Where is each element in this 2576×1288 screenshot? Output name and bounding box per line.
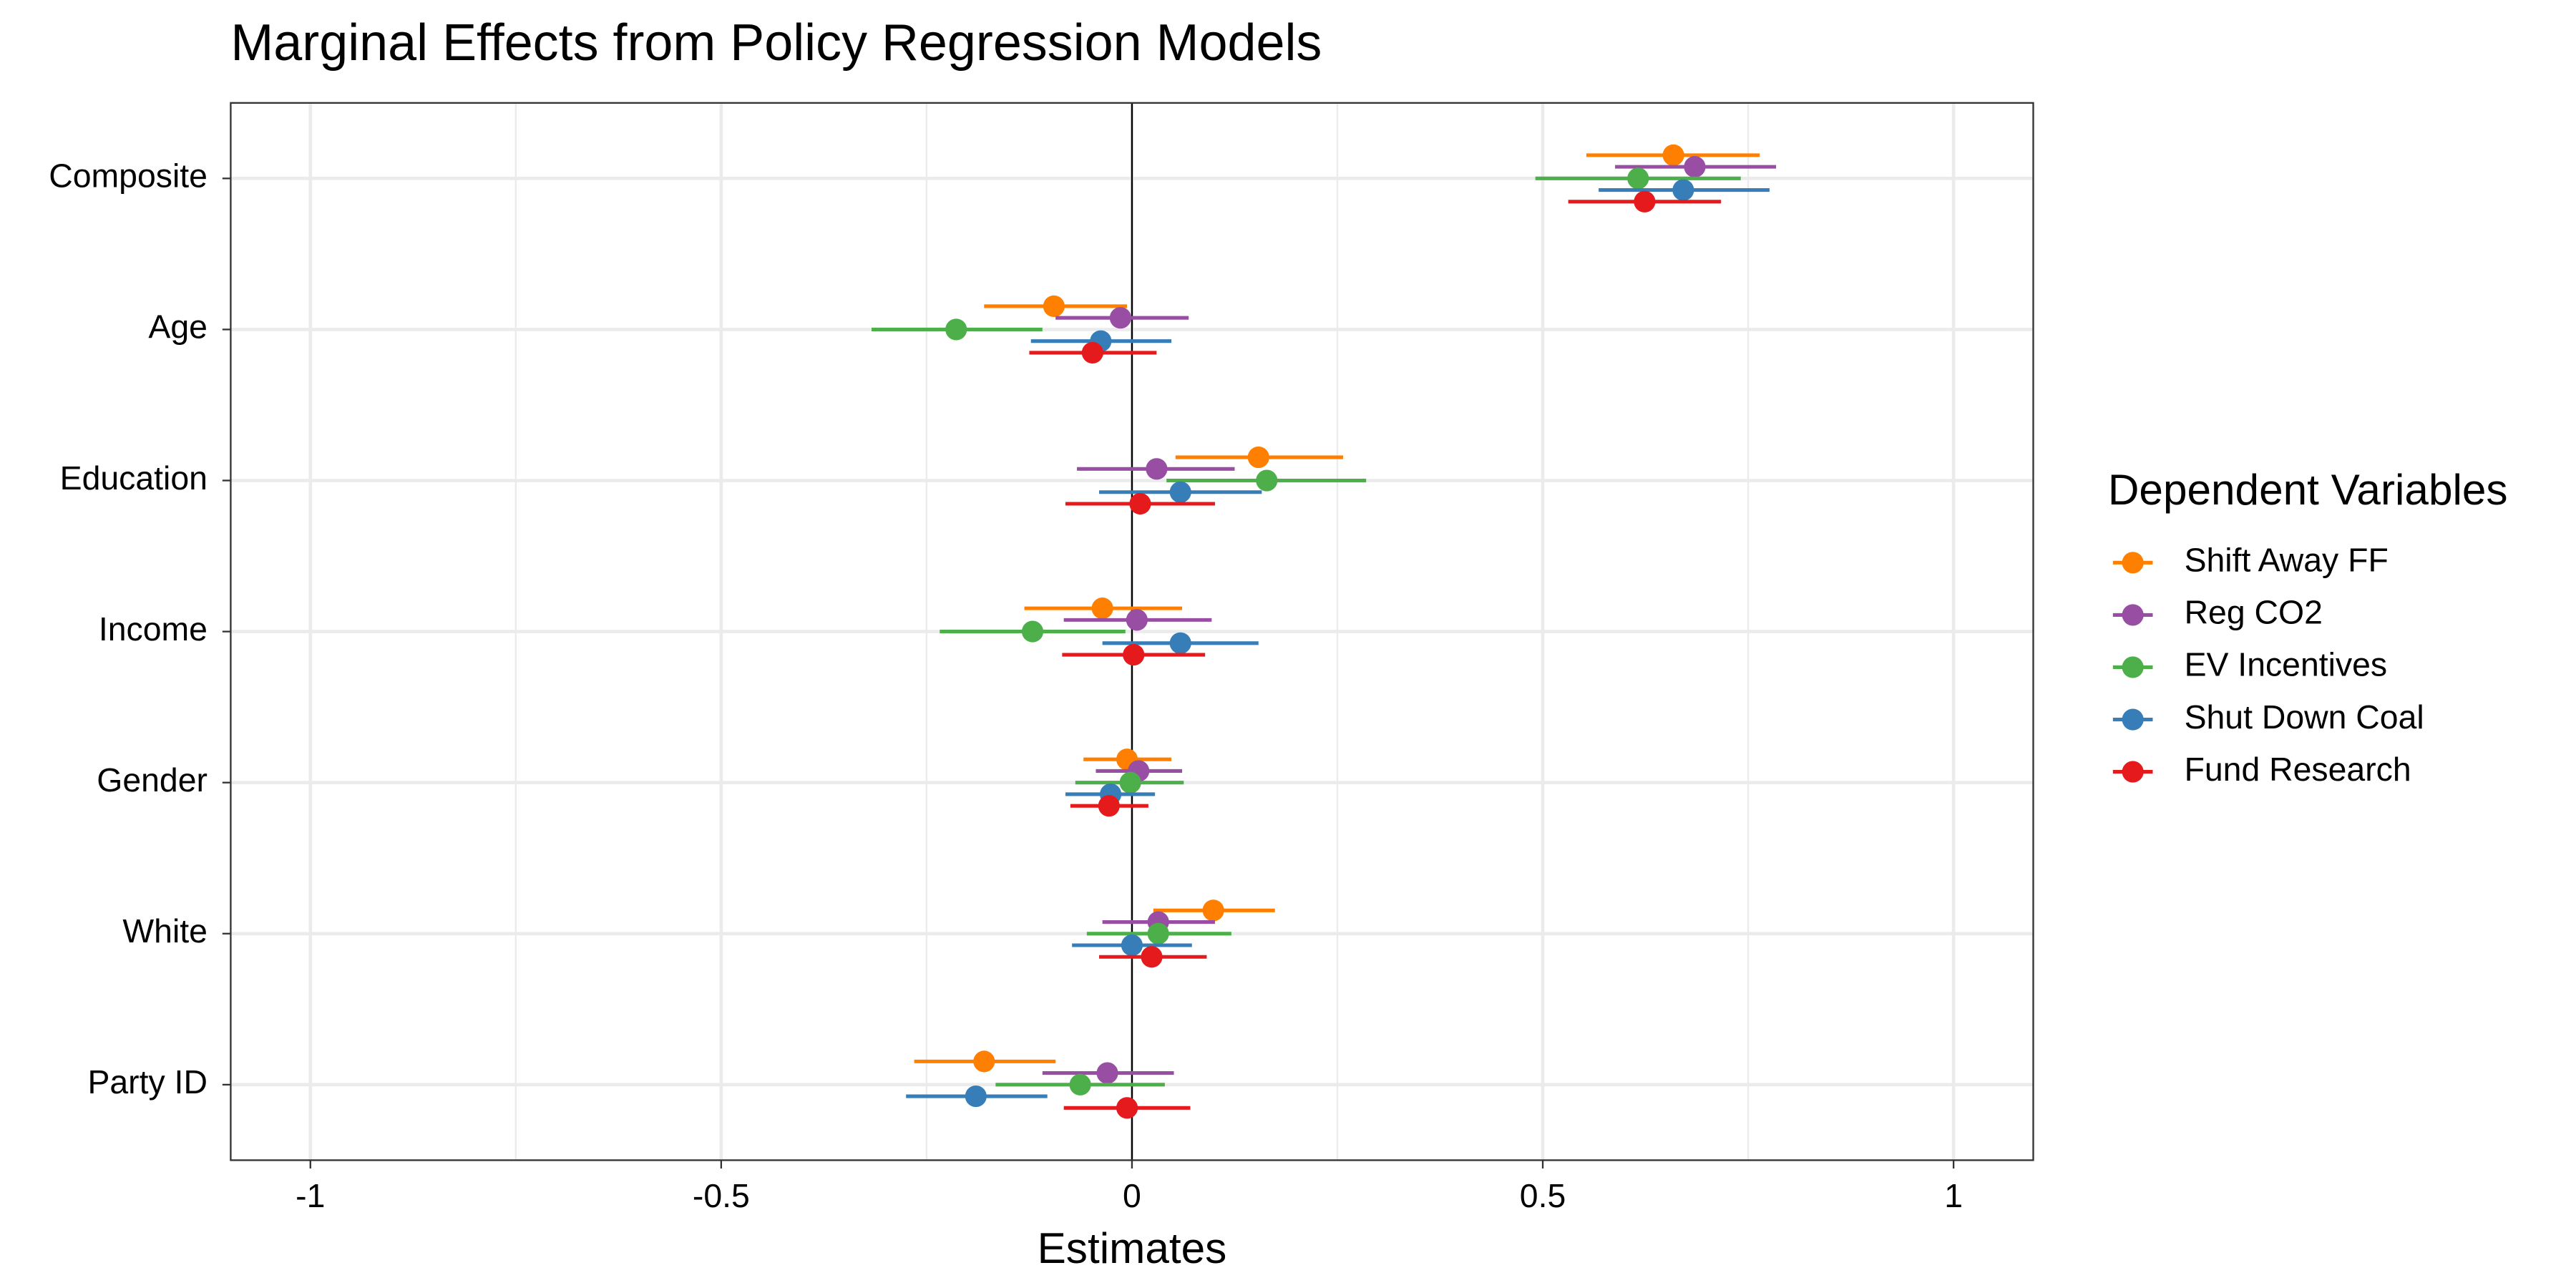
point [965,1085,987,1108]
y-tick-label: Education [60,459,208,497]
point [1081,341,1103,364]
plot-border [230,102,2034,1161]
legend-key-point [2122,604,2144,626]
point [1123,644,1145,666]
legend-key-point [2122,656,2144,678]
x-tick-label: 0 [1123,1177,1141,1214]
point [1109,307,1131,329]
point [1169,481,1191,503]
point [1129,492,1151,515]
legend-title: Dependent Variables [2108,465,2508,514]
y-tick-label: Age [148,308,208,346]
point [1684,156,1706,178]
legend-key-point [2122,552,2144,574]
point [1021,620,1044,643]
point [1147,922,1169,945]
legend-key-point [2122,708,2144,731]
point [1141,946,1163,968]
point [1126,609,1148,631]
point [945,318,967,341]
x-tick-label: 0.5 [1520,1177,1566,1214]
point [1121,934,1143,957]
point [1098,795,1120,817]
chart-title: Marginal Effects from Policy Regression … [230,14,1322,72]
x-tick-label: 1 [1944,1177,1963,1214]
point [1069,1073,1091,1096]
point [1202,899,1224,922]
legend-key-point [2122,761,2144,783]
x-axis-title: Estimates [1038,1224,1227,1272]
point [1146,458,1168,480]
point [1091,597,1113,620]
point [1169,632,1191,654]
legend-label: Fund Research [2185,751,2411,788]
point [1116,1097,1138,1119]
point [1043,295,1065,318]
point [1096,1062,1118,1084]
x-tick-label: -0.5 [693,1177,750,1214]
point [1662,144,1684,166]
legend-label: Shut Down Coal [2185,698,2424,736]
legend-label: Shift Away FF [2185,542,2389,579]
y-tick-label: Income [99,610,208,648]
y-tick-label: Party ID [87,1063,207,1101]
legend-label: Reg CO2 [2185,594,2323,631]
legend-label: EV Incentives [2185,646,2388,683]
point [1627,167,1649,190]
point [1672,179,1694,201]
point [1119,771,1141,794]
point [1634,190,1656,213]
x-tick-label: -1 [296,1177,325,1214]
point [1247,446,1269,469]
point [1256,469,1278,492]
y-tick-label: White [122,912,208,950]
y-tick-label: Composite [49,157,208,195]
point [973,1050,995,1073]
y-tick-label: Gender [97,761,208,799]
